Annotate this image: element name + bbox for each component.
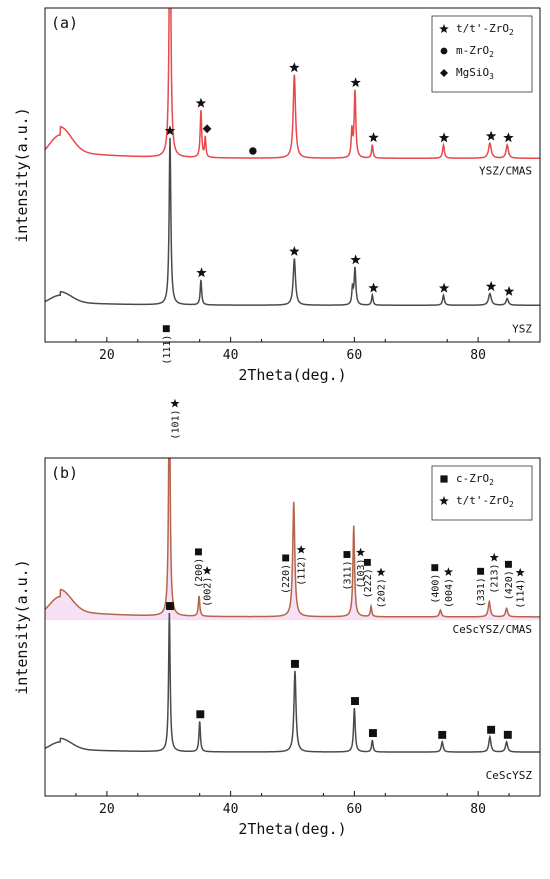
series-label: CeScYSZ/CMAS (453, 623, 532, 636)
peak-marker-star (438, 132, 450, 143)
x-axis-label: 2Theta(deg.) (238, 366, 346, 384)
x-tick-label: 80 (470, 348, 486, 363)
hkl-marker-star (515, 567, 525, 577)
hkl-label: (114) (516, 579, 527, 609)
chart-panel-2: (111) (101) (200)(002) (220) (112) (311) (103)… (13, 325, 541, 838)
series-line-YSZ/CMAS (45, 8, 540, 159)
hkl-label: (002) (203, 577, 214, 607)
x-tick-label: 80 (470, 802, 486, 817)
series-label: YSZ (512, 322, 532, 335)
y-axis-label: intensity(a.u.) (13, 107, 31, 242)
peak-marker-square (196, 710, 205, 719)
legend-entry: MgSiO3 (456, 66, 494, 81)
legend-marker-diamond (440, 69, 448, 77)
peak-marker-star (368, 282, 379, 293)
hkl-marker-star (170, 398, 180, 408)
peak-marker-square (291, 659, 299, 668)
hkl-marker-star (489, 552, 499, 562)
legend-marker-star (439, 24, 449, 34)
peak-marker-star (438, 282, 450, 293)
panel-label: (a) (51, 14, 78, 32)
hkl-marker-square (194, 548, 202, 556)
legend-marker-circle (440, 47, 448, 55)
peak-marker-square (438, 730, 447, 739)
peak-marker-square (166, 602, 174, 611)
peak-marker-star (164, 125, 176, 136)
hkl-label: (101) (170, 409, 181, 439)
plot-frame (44, 7, 541, 343)
legend-entry: m-ZrO2 (456, 44, 494, 59)
legend: c-ZrO2 t/t'-ZrO2 (431, 465, 533, 521)
hkl-label: (400) (430, 574, 441, 604)
legend-marker-square (440, 475, 448, 483)
peak-marker-square (368, 729, 377, 738)
hkl-marker-square (431, 564, 439, 572)
series-line-YSZ (45, 137, 540, 306)
legend-entry: c-ZrO2 (456, 472, 494, 487)
series-label: YSZ/CMAS (479, 164, 532, 177)
hkl-label: (331) (476, 577, 487, 607)
legend-entry: t/t'-ZrO2 (456, 494, 514, 509)
peak-marker-star (503, 285, 515, 296)
hkl-marker-square (162, 325, 170, 333)
peak-marker-star (368, 132, 379, 143)
hkl-label: (103) (356, 558, 367, 588)
legend-marker-star (439, 496, 449, 506)
hkl-label: (202) (376, 578, 387, 608)
hkl-label: (200) (194, 558, 205, 588)
peak-marker-star (350, 254, 361, 265)
hkl-marker-star (202, 565, 212, 575)
x-tick-label: 20 (99, 348, 115, 363)
peak-marker-star (195, 97, 207, 108)
series-line-CeScYSZ/CMAS (45, 458, 540, 618)
panel-label: (b) (51, 464, 78, 482)
hkl-label: (112) (297, 556, 308, 586)
plot-frame (44, 457, 541, 797)
hkl-marker-square (477, 567, 485, 575)
legend-entry: t/t'-ZrO2 (456, 22, 514, 37)
peak-marker-star (289, 245, 300, 256)
hkl-label: (311) (342, 560, 353, 590)
hkl-marker-square (343, 551, 351, 558)
peak-marker-star (485, 130, 497, 141)
x-tick-label: 40 (223, 802, 239, 817)
hkl-marker-square (282, 554, 290, 562)
chart-panel-1: YSZ/CMAS YSZ 20 40 60 80 2Theta(deg.) intensity… (13, 7, 541, 384)
peak-marker-square (351, 697, 359, 705)
series-line-CeScYSZ (45, 613, 540, 753)
hkl-marker-square (504, 560, 512, 568)
hkl-marker-square (363, 558, 371, 566)
x-tick-label: 20 (99, 802, 115, 817)
hkl-label: (420) (504, 570, 515, 600)
peak-marker-star (350, 77, 361, 88)
peak-marker-star (503, 132, 514, 143)
hkl-marker-star (356, 547, 366, 557)
x-axis-label: 2Theta(deg.) (238, 820, 346, 838)
series-label: CeScYSZ (486, 769, 533, 782)
legend: t/t'-ZrO2 m-ZrO2 MgSiO3 (431, 15, 533, 93)
hkl-label: (220) (281, 564, 292, 594)
x-tick-label: 60 (347, 802, 363, 817)
hkl-marker-star (443, 567, 453, 576)
hkl-label: (111) (162, 335, 173, 365)
peak-marker-diamond (202, 124, 212, 134)
peak-marker-star (289, 62, 300, 73)
hkl-label: (222) (363, 568, 374, 598)
peak-marker-star (485, 281, 497, 291)
legend-box (431, 15, 533, 93)
peak-marker-star (196, 267, 207, 278)
hkl-marker-star (376, 567, 386, 577)
x-tick-label: 60 (347, 348, 363, 363)
y-axis-label: intensity(a.u.) (13, 559, 31, 694)
peak-marker-square (503, 730, 512, 739)
legend-box (431, 465, 533, 521)
peak-marker-square (487, 725, 496, 734)
x-tick-label: 40 (223, 348, 239, 363)
peak-marker-circle (249, 147, 257, 155)
hkl-label: (213) (490, 563, 501, 593)
hkl-label: (004) (444, 578, 455, 608)
hkl-marker-star (296, 544, 306, 554)
